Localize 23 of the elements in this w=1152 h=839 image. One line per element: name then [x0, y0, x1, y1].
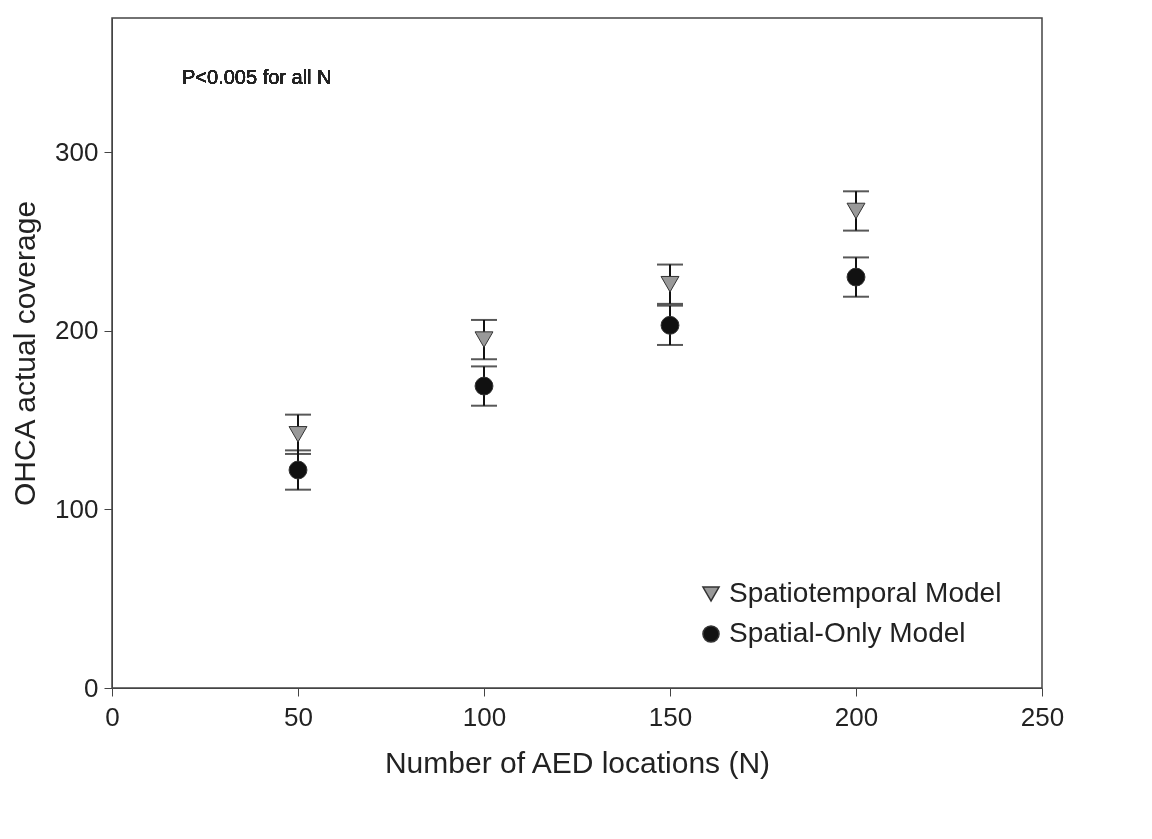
point	[288, 460, 308, 480]
point	[846, 202, 866, 220]
y-tick-label: 100	[55, 493, 99, 524]
legend-label: Spatiotemporal Model	[729, 577, 1002, 608]
legend-label: Spatial-Only Model	[729, 617, 966, 648]
point	[660, 315, 680, 335]
point	[288, 426, 308, 443]
x-tick-label: 150	[648, 701, 693, 732]
x-tick-label: 200	[834, 701, 879, 732]
x-tick-label: 100	[462, 701, 507, 732]
y-tick-label: 300	[55, 136, 99, 167]
x-axis-title: Number of AED locations (N)	[384, 745, 771, 779]
x-tick-label: 50	[284, 701, 313, 732]
point	[474, 331, 494, 348]
y-axis-title: OHCA actual coverage	[8, 200, 42, 507]
x-tick-label: 250	[1020, 701, 1065, 732]
y-tick-label: 200	[55, 315, 99, 346]
point	[846, 267, 866, 287]
point	[660, 275, 680, 293]
annotation: P<0.005 for all N	[182, 66, 332, 88]
y-tick-label: 0	[84, 672, 99, 703]
x-tick-label: 0	[105, 701, 120, 732]
point	[474, 376, 494, 396]
